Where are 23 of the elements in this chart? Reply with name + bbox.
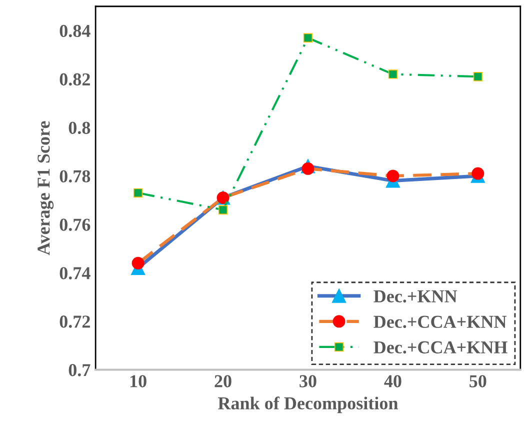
x-tick-label: 20 (214, 375, 232, 388)
y-tick-label: 0.7 (68, 364, 90, 376)
point (473, 72, 482, 82)
y-tick-label: 0.76 (60, 218, 90, 231)
y-axis-title: Average F1 Score (38, 121, 54, 256)
legend-label: Dec.+CCA+KNH (374, 341, 508, 354)
y-tick-label: 0.84 (60, 24, 90, 38)
point (218, 205, 228, 214)
point (388, 70, 398, 79)
point (133, 188, 143, 198)
y-tick-label: 0.82 (60, 73, 90, 86)
legend-label: Dec.+CCA+KNN (374, 316, 506, 328)
point (303, 33, 313, 42)
x-tick-label: 50 (470, 375, 486, 388)
y-tick-label: 0.8 (68, 122, 90, 134)
y-tick-label: 0.78 (60, 170, 90, 182)
legend-label: Dec.+KNN (374, 290, 458, 302)
y-tick-label: 0.74 (60, 267, 90, 280)
y-tick-label: 0.72 (60, 316, 90, 328)
x-tick-label: 30 (300, 375, 316, 388)
x-tick-label: 10 (130, 375, 146, 388)
x-axis-title: Rank of Decomposition (218, 396, 398, 414)
x-tick-label: 40 (384, 375, 402, 388)
